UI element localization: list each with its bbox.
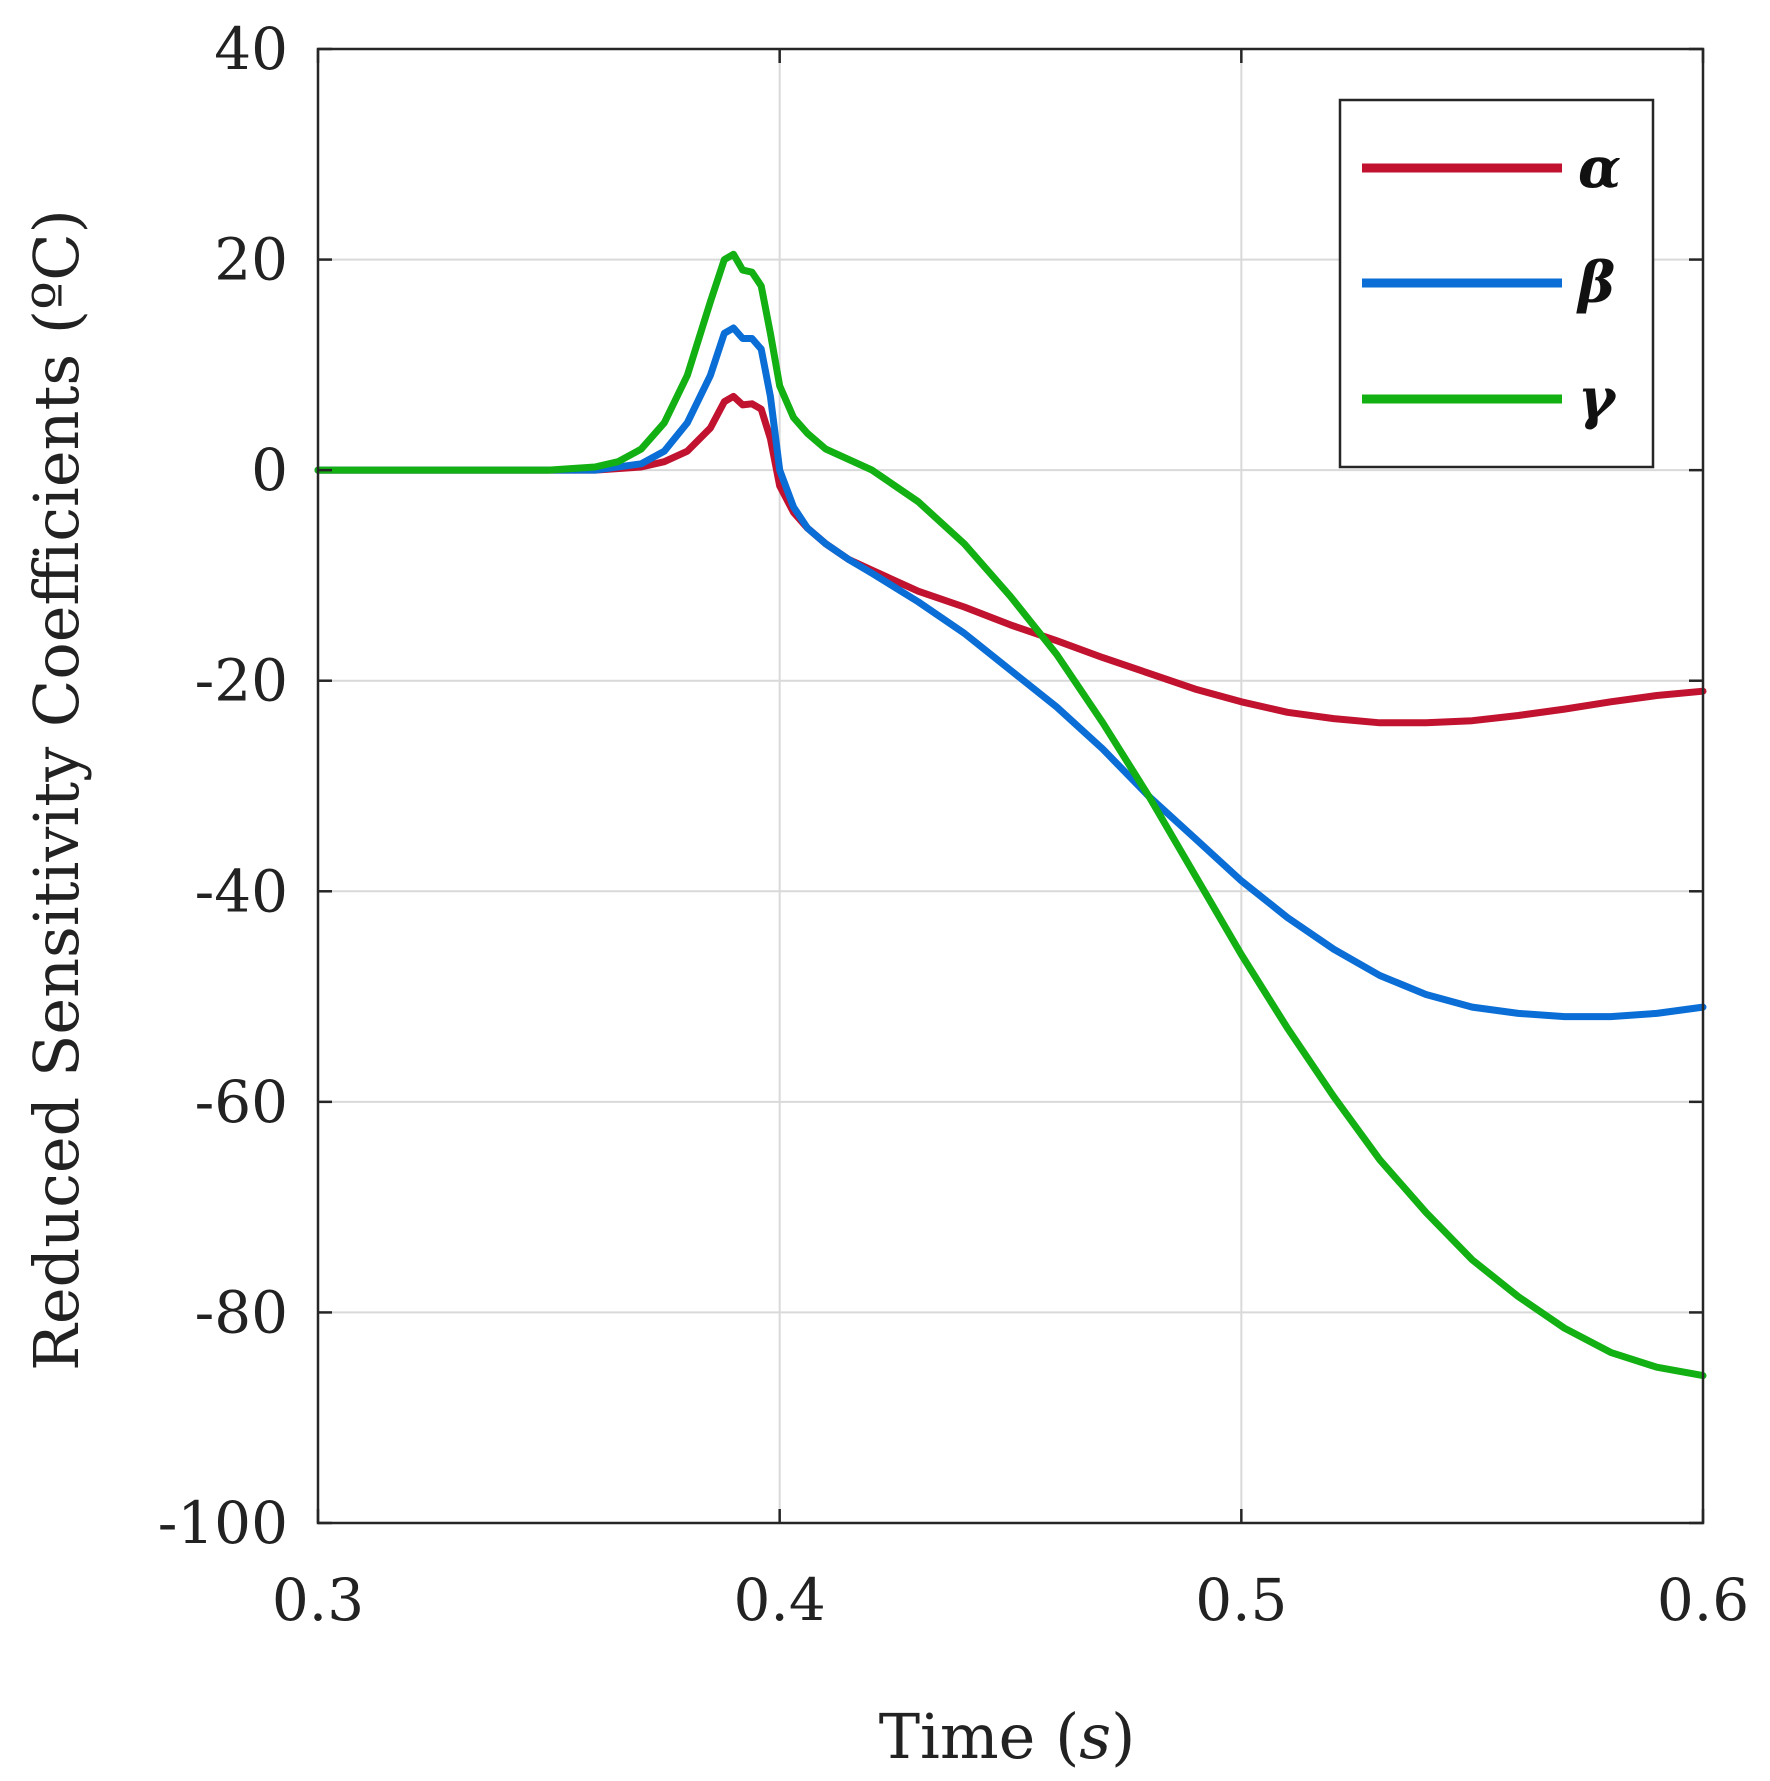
y-axis-title-degree: º bbox=[20, 281, 93, 310]
series-line-beta bbox=[314, 324, 1707, 1021]
y-tick-label: -100 bbox=[158, 1489, 288, 1557]
legend: α β γ bbox=[1338, 98, 1655, 469]
legend-label-beta: β bbox=[1576, 250, 1615, 316]
y-tick-label: -40 bbox=[195, 857, 288, 925]
axis-ticks bbox=[316, 47, 1705, 1525]
x-tick-label: 0.5 bbox=[1195, 1566, 1287, 1634]
x-tick-label: 0.3 bbox=[272, 1566, 364, 1634]
y-axis-title: Reduced Sensitivity Coefficients (ºC) bbox=[20, 209, 93, 1371]
series-group bbox=[314, 250, 1707, 1380]
y-tick-label: 20 bbox=[214, 226, 288, 294]
y-axis-title-main: Reduced Sensitivity Coefficients ( bbox=[20, 310, 93, 1371]
y-tick-label: 0 bbox=[251, 436, 288, 504]
y-axis-title-unit: C) bbox=[20, 209, 93, 281]
x-tick-labels: 0.3 0.4 0.5 0.6 bbox=[272, 1566, 1749, 1634]
legend-label-alpha: α bbox=[1578, 135, 1621, 201]
y-tick-label: -80 bbox=[195, 1278, 288, 1346]
y-tick-label: -60 bbox=[195, 1068, 288, 1136]
x-axis-title: Time (s) bbox=[879, 1700, 1136, 1773]
series-line-gamma bbox=[314, 250, 1707, 1380]
plot-frame bbox=[316, 47, 1705, 1525]
y-tick-label: -20 bbox=[195, 647, 288, 715]
y-tick-label: 40 bbox=[214, 15, 288, 83]
series-line-alpha bbox=[314, 392, 1707, 727]
x-axis-title-close: ) bbox=[1111, 1700, 1135, 1773]
legend-label-gamma: γ bbox=[1578, 366, 1618, 432]
x-axis-title-var: s bbox=[1079, 1700, 1111, 1773]
x-axis-title-main: Time ( bbox=[879, 1700, 1080, 1773]
y-tick-labels: 40 20 0 -20 -40 -60 -80 -100 bbox=[158, 15, 288, 1557]
x-tick-label: 0.4 bbox=[734, 1566, 826, 1634]
x-tick-label: 0.6 bbox=[1657, 1566, 1749, 1634]
